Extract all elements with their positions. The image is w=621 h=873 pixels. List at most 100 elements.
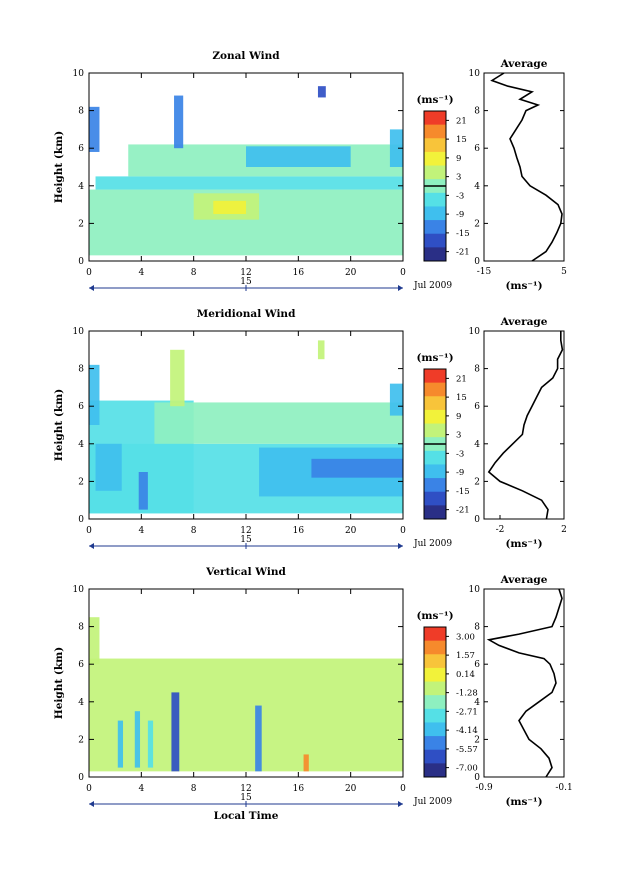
average-x-label: (ms⁻¹) bbox=[505, 538, 542, 550]
panel-title: Vertical Wind bbox=[205, 566, 286, 578]
heat-cell-9 bbox=[317, 340, 325, 360]
heat-cell-3 bbox=[311, 458, 403, 478]
date-tick-label: 15 bbox=[240, 277, 252, 287]
colorbar-tick-label: -9 bbox=[456, 468, 464, 478]
colorbar-tick-label: 9 bbox=[456, 412, 461, 422]
colorbar-segment bbox=[424, 206, 446, 221]
y-tick-label: 8 bbox=[78, 365, 84, 375]
average-x-tick-label: -15 bbox=[477, 267, 492, 277]
x-tick-label: 0 bbox=[400, 268, 406, 278]
colorbar-segment bbox=[424, 220, 446, 235]
colorbar-tick-label: -1.28 bbox=[456, 689, 478, 699]
average-x-tick-label: 2 bbox=[561, 525, 567, 535]
colorbar-segment bbox=[424, 450, 446, 465]
time-arrow-right-icon bbox=[398, 285, 403, 291]
date-tick-label: 15 bbox=[240, 793, 252, 803]
colorbar-segment bbox=[424, 124, 446, 139]
y-tick-label: 6 bbox=[78, 402, 84, 412]
y-tick-label: 4 bbox=[78, 440, 84, 450]
heatmap-regions bbox=[89, 617, 403, 772]
panel-title: Zonal Wind bbox=[212, 50, 280, 62]
average-profile-line bbox=[486, 588, 563, 778]
average-x-tick-label: -2 bbox=[496, 525, 505, 535]
x-tick-label: 16 bbox=[293, 784, 305, 794]
colorbar-segment bbox=[424, 192, 446, 207]
colorbar-tick-label: 3 bbox=[456, 431, 461, 441]
y-tick-label: 2 bbox=[78, 477, 84, 487]
y-tick-label: 10 bbox=[73, 327, 85, 337]
colorbar-unit: (ms⁻¹) bbox=[416, 352, 453, 364]
heat-cell-4 bbox=[95, 443, 122, 491]
colorbar-segment bbox=[424, 763, 446, 778]
colorbar-tick-label: 3.00 bbox=[456, 632, 475, 642]
average-y-tick-label: 6 bbox=[474, 660, 480, 670]
date-label: Jul 2009 bbox=[413, 797, 452, 807]
colorbar-segment bbox=[424, 138, 446, 153]
time-arrow-right-icon bbox=[398, 543, 403, 549]
heat-cell-7 bbox=[303, 754, 309, 772]
x-tick-label: 16 bbox=[293, 526, 305, 536]
colorbar-segment bbox=[424, 409, 446, 425]
average-y-tick-label: 8 bbox=[474, 623, 480, 633]
colorbar-segment bbox=[424, 695, 446, 710]
colorbar-tick-label: -3 bbox=[456, 191, 464, 201]
average-y-tick-label: 0 bbox=[474, 257, 480, 267]
y-tick-label: 0 bbox=[78, 515, 84, 525]
average-y-tick-label: 6 bbox=[474, 144, 480, 154]
heat-cell-2 bbox=[171, 692, 180, 772]
average-y-tick-label: 0 bbox=[474, 515, 480, 525]
colorbar-segment bbox=[424, 505, 446, 520]
average-x-label: (ms⁻¹) bbox=[505, 280, 542, 292]
x-tick-label: 0 bbox=[86, 784, 92, 794]
average-x-tick-label: -0.9 bbox=[475, 783, 493, 793]
colorbar-frame bbox=[423, 626, 447, 778]
colorbar-tick-label: 21 bbox=[456, 116, 467, 126]
colorbar-tick-label: -3 bbox=[456, 449, 464, 459]
colorbar-tick-label: -15 bbox=[456, 487, 470, 497]
colorbar-segment bbox=[424, 627, 446, 642]
x-axis-label: Local Time bbox=[214, 810, 279, 822]
colorbar-segment bbox=[424, 233, 446, 248]
average-title: Average bbox=[500, 316, 548, 328]
colorbar-tick-label: 0.14 bbox=[456, 670, 475, 680]
heat-cell-4 bbox=[117, 720, 124, 768]
colorbar-tick-label: -7.00 bbox=[456, 764, 478, 774]
average-frame bbox=[483, 330, 565, 520]
colorbar-tick-label: -15 bbox=[456, 229, 470, 239]
average-x-label: (ms⁻¹) bbox=[505, 796, 542, 808]
y-tick-label: 2 bbox=[78, 735, 84, 745]
x-tick-label: 12 bbox=[240, 268, 251, 278]
time-arrow-right-icon bbox=[398, 801, 403, 807]
x-tick-label: 8 bbox=[191, 526, 197, 536]
heat-cell-5 bbox=[134, 711, 141, 768]
y-tick-label: 4 bbox=[78, 182, 84, 192]
heat-cell-6 bbox=[147, 720, 154, 768]
x-tick-label: 16 bbox=[293, 268, 305, 278]
colorbar-segment bbox=[424, 382, 446, 397]
panel-1: Meridional Wind 0 2 4 6 8 10 Height (km) 0 4 8 12 16… bbox=[53, 308, 567, 550]
average-x-tick-label: 5 bbox=[561, 267, 567, 277]
heat-cell-3 bbox=[255, 705, 262, 772]
time-arrow-left-icon bbox=[89, 801, 94, 807]
y-tick-label: 8 bbox=[78, 107, 84, 117]
average-frame bbox=[483, 588, 565, 778]
x-tick-label: 12 bbox=[240, 784, 251, 794]
average-y-tick-label: 0 bbox=[474, 773, 480, 783]
average-y-tick-label: 4 bbox=[474, 698, 480, 708]
x-tick-label: 0 bbox=[400, 784, 406, 794]
x-tick-label: 4 bbox=[138, 268, 144, 278]
y-tick-label: 0 bbox=[78, 257, 84, 267]
x-tick-label: 4 bbox=[138, 526, 144, 536]
panel-title: Meridional Wind bbox=[197, 308, 296, 320]
colorbar-tick-label: 15 bbox=[456, 393, 467, 403]
colorbar-segment bbox=[424, 491, 446, 506]
y-tick-label: 6 bbox=[78, 144, 84, 154]
average-profile-line bbox=[487, 331, 564, 520]
x-tick-label: 8 bbox=[191, 268, 197, 278]
y-tick-label: 6 bbox=[78, 660, 84, 670]
colorbar-segment bbox=[424, 640, 446, 655]
date-label: Jul 2009 bbox=[413, 281, 452, 291]
heat-cell-6 bbox=[89, 106, 100, 152]
average-y-tick-label: 2 bbox=[474, 219, 480, 229]
